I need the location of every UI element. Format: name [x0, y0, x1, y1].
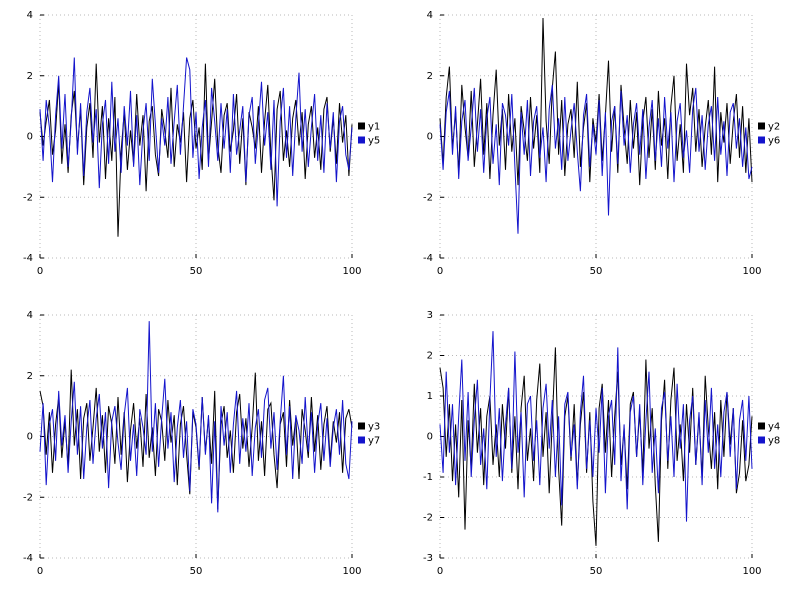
chart-canvas-1: -4 -2 0 2 4 0 50 100 y1 y5 — [23, 10, 380, 277]
legend-swatch-y4 — [758, 422, 765, 430]
legend-label-y8: y8 — [768, 436, 780, 447]
legend-label-y7: y7 — [368, 436, 380, 447]
y-tick-label: -2 — [23, 192, 33, 203]
legend-swatch-y8 — [758, 436, 765, 444]
legend-swatch-y1 — [358, 122, 365, 130]
x-tick-label: 100 — [342, 566, 361, 577]
legend-swatch-y6 — [758, 136, 765, 144]
chart-panel-1: -4 -2 0 2 4 0 50 100 y1 y5 — [0, 0, 400, 300]
series-line-y1 — [39, 63, 353, 237]
y-tick-label: -4 — [423, 253, 433, 264]
x-tick-label: 100 — [742, 566, 761, 577]
chart-canvas-2: -4 -2 0 2 4 0 50 100 y2 y6 — [423, 10, 780, 277]
y-tick-label: 3 — [427, 310, 433, 321]
legend-label-y5: y5 — [368, 136, 380, 147]
chart-panel-3: -4 -2 0 2 4 0 50 100 y3 y7 — [0, 300, 400, 600]
y-tick-label: -1 — [423, 472, 433, 483]
chart-canvas-4: -3 -2 -1 0 1 2 3 0 50 100 y4 y8 — [423, 310, 780, 577]
legend-label-y6: y6 — [768, 136, 780, 147]
y-tick-label: -3 — [423, 553, 433, 564]
y-tick-label: -4 — [23, 553, 33, 564]
series-line-y8 — [439, 331, 753, 522]
y-tick-label: 2 — [27, 371, 33, 382]
x-tick-label: 100 — [342, 266, 361, 277]
y-tick-label: 2 — [27, 71, 33, 82]
x-tick-label: 0 — [37, 266, 43, 277]
y-tick-label: 4 — [27, 10, 33, 21]
y-tick-label: 2 — [427, 351, 433, 362]
y-tick-label: 4 — [427, 10, 433, 21]
series-line-y4 — [439, 347, 753, 546]
chart-canvas-3: -4 -2 0 2 4 0 50 100 y3 y7 — [23, 310, 380, 577]
legend-swatch-y7 — [358, 436, 365, 444]
y-tick-label: -2 — [423, 513, 433, 524]
series-line-y6 — [439, 84, 753, 234]
y-tick-label: -4 — [23, 253, 33, 264]
chart-panel-4: -3 -2 -1 0 1 2 3 0 50 100 y4 y8 — [400, 300, 800, 600]
y-tick-label: 2 — [427, 71, 433, 82]
x-tick-label: 0 — [37, 566, 43, 577]
x-tick-label: 50 — [590, 566, 603, 577]
legend-swatch-y3 — [358, 422, 365, 430]
x-tick-label: 0 — [437, 566, 443, 577]
y-tick-label: 0 — [427, 432, 433, 443]
chart-panel-2: -4 -2 0 2 4 0 50 100 y2 y6 — [400, 0, 800, 300]
legend-swatch-y5 — [358, 136, 365, 144]
x-tick-label: 100 — [742, 266, 761, 277]
x-tick-label: 50 — [590, 266, 603, 277]
legend-label-y1: y1 — [368, 122, 380, 133]
x-tick-label: 0 — [437, 266, 443, 277]
legend-label-y3: y3 — [368, 422, 380, 433]
series-line-y7 — [39, 321, 353, 513]
legend-label-y2: y2 — [768, 122, 780, 133]
y-tick-label: 1 — [427, 391, 433, 402]
x-tick-label: 50 — [190, 566, 203, 577]
y-tick-label: -2 — [23, 492, 33, 503]
legend-label-y4: y4 — [768, 422, 780, 433]
y-tick-label: 0 — [27, 132, 33, 143]
y-tick-label: -2 — [423, 192, 433, 203]
x-tick-label: 50 — [190, 266, 203, 277]
y-tick-label: 4 — [27, 310, 33, 321]
legend-swatch-y2 — [758, 122, 765, 130]
series-line-y5 — [39, 57, 353, 207]
y-tick-label: 0 — [27, 432, 33, 443]
y-tick-label: 0 — [427, 132, 433, 143]
